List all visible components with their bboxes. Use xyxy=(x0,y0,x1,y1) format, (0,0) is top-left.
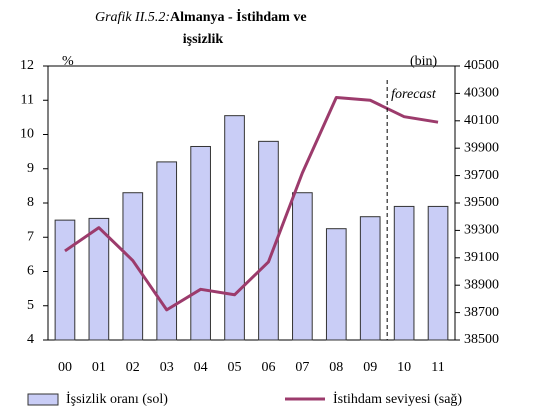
bar xyxy=(427,205,449,341)
bar xyxy=(190,145,211,341)
y2-tick-label: 38900 xyxy=(464,277,499,292)
y2-tick-label: 38500 xyxy=(464,332,499,347)
bar xyxy=(258,140,279,341)
bar xyxy=(122,192,144,341)
x-tick-label: 00 xyxy=(58,360,72,375)
bar xyxy=(393,205,415,341)
y-tick-label: 6 xyxy=(27,264,34,279)
bar xyxy=(325,228,347,341)
title-line: Almanya - İstihdam ve xyxy=(170,8,307,25)
y2-tick-label: 39500 xyxy=(464,195,499,210)
x-tick-label: 02 xyxy=(126,360,140,375)
x-tick-label: 03 xyxy=(160,360,174,375)
annotation: forecast xyxy=(391,87,437,102)
y-axis-label: % xyxy=(62,54,74,69)
line xyxy=(64,96,439,312)
title-line: işsizlik xyxy=(183,32,224,47)
title-number: Grafik II.5.2: xyxy=(95,10,170,25)
legend-label: İşsizlik oranı (sol) xyxy=(66,391,168,407)
y-tick-label: 5 xyxy=(27,298,34,313)
bar xyxy=(156,161,178,341)
x-tick-label: 07 xyxy=(295,360,309,375)
y2-axis-label: (bin) xyxy=(410,54,438,69)
legend-label: İstihdam seviyesi (sağ) xyxy=(333,391,462,407)
y-tick-label: 4 xyxy=(27,332,34,347)
y2-tick-label: 39300 xyxy=(464,223,499,238)
y-tick-label: 12 xyxy=(20,58,34,73)
y-tick-label: 8 xyxy=(27,195,34,210)
x-tick-label: 06 xyxy=(261,360,275,375)
x-tick-label: 11 xyxy=(431,360,444,375)
y2-tick-label: 39100 xyxy=(464,250,499,265)
legend-swatch xyxy=(27,393,59,406)
y2-tick-label: 40100 xyxy=(464,113,499,128)
bar xyxy=(224,115,245,341)
y2-tick-label: 39900 xyxy=(464,140,499,155)
y-tick-label: 10 xyxy=(20,127,34,142)
y2-tick-label: 39700 xyxy=(464,168,499,183)
y-tick-label: 7 xyxy=(27,229,34,244)
bar xyxy=(359,216,381,341)
x-tick-label: 08 xyxy=(329,360,343,375)
x-tick-label: 01 xyxy=(92,360,106,375)
y-tick-label: 9 xyxy=(27,161,34,176)
x-tick-label: 10 xyxy=(397,360,411,375)
bar xyxy=(292,192,313,341)
bar xyxy=(54,219,76,341)
x-tick-label: 09 xyxy=(363,360,377,375)
x-tick-label: 05 xyxy=(228,360,242,375)
x-tick-label: 04 xyxy=(194,360,208,375)
y-tick-label: 11 xyxy=(21,92,34,107)
y2-tick-label: 38700 xyxy=(464,305,499,320)
bar xyxy=(88,217,110,341)
y2-tick-label: 40300 xyxy=(464,86,499,101)
chart-title: Grafik II.5.2:Almanya - İstihdam ve xyxy=(95,8,307,25)
y2-tick-label: 40500 xyxy=(464,58,499,73)
